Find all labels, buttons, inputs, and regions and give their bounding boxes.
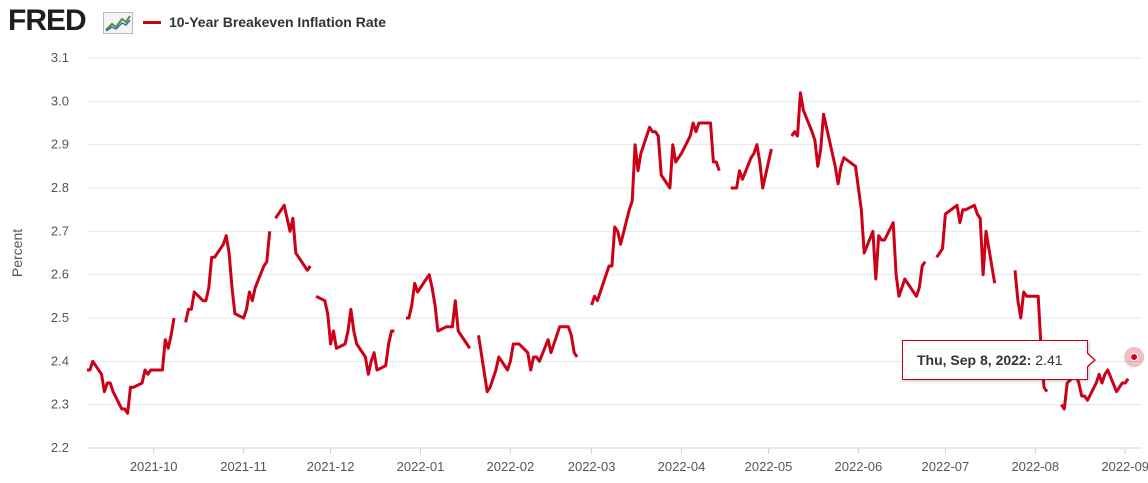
series-line-segment <box>935 203 997 284</box>
hover-marker <box>1124 347 1145 367</box>
x-tick-label: 2022-04 <box>658 459 706 474</box>
legend-label: 10-Year Breakeven Inflation Rate <box>169 14 387 30</box>
x-tick-label: 2022-07 <box>922 459 970 474</box>
y-tick-label: 2.6 <box>51 267 69 282</box>
series-line-segment <box>590 121 721 306</box>
y-tick-label: 3.0 <box>51 93 69 108</box>
x-tick-label: 2021-10 <box>130 459 178 474</box>
y-axis-ticks: 2.2 2.3 2.4 2.5 2.6 2.7 2.8 2.9 3.0 3.1 <box>51 50 69 455</box>
series-line-segment <box>87 317 176 415</box>
tooltip-date: Thu, Sep 8, 2022: <box>917 352 1032 368</box>
chart-line-icon <box>103 12 133 34</box>
series-line-segment <box>406 273 472 350</box>
fred-logo[interactable]: FRED <box>8 4 87 37</box>
hover-marker-dot <box>1130 353 1139 361</box>
x-axis-ticks: 2021-10 2021-11 2021-12 2022-01 2022-02 2022-… <box>130 448 1148 474</box>
y-tick-label: 2.5 <box>51 310 69 325</box>
y-axis-label: Percent <box>9 229 25 277</box>
y-tick-label: 2.9 <box>51 137 69 152</box>
x-tick-label: 2022-08 <box>1011 459 1059 474</box>
series-group <box>87 91 1130 415</box>
y-tick-label: 2.3 <box>51 397 69 412</box>
series-line-segment <box>790 91 927 298</box>
y-tick-label: 2.4 <box>51 353 69 368</box>
y-tick-label: 2.8 <box>51 180 69 195</box>
series-line-segment <box>274 203 312 272</box>
x-tick-label: 2022-05 <box>745 459 793 474</box>
x-tick-label: 2022-09 <box>1101 459 1148 474</box>
y-tick-label: 2.7 <box>51 223 69 238</box>
chart-legend[interactable]: 10-Year Breakeven Inflation Rate <box>143 12 386 32</box>
x-tick-label: 2022-03 <box>568 459 616 474</box>
series-line-segment <box>315 294 395 376</box>
x-tick-label: 2021-12 <box>307 459 355 474</box>
tooltip: Thu, Sep 8, 2022: 2.41 <box>902 340 1088 380</box>
x-tick-label: 2022-02 <box>487 459 535 474</box>
header: FRED 10-Year Breakeven Inflation Rate <box>0 0 1148 44</box>
series-line-segment <box>184 231 272 323</box>
x-tick-label: 2021-11 <box>220 459 267 474</box>
y-tick-label: 2.2 <box>51 440 69 455</box>
series-line-segment <box>730 143 773 190</box>
y-tick-label: 3.1 <box>51 50 69 65</box>
x-tick-label: 2022-01 <box>397 459 445 474</box>
tooltip-value: 2.41 <box>1035 352 1063 368</box>
series-line-segment <box>477 325 579 394</box>
x-tick-label: 2022-06 <box>835 459 883 474</box>
legend-swatch <box>143 20 161 24</box>
